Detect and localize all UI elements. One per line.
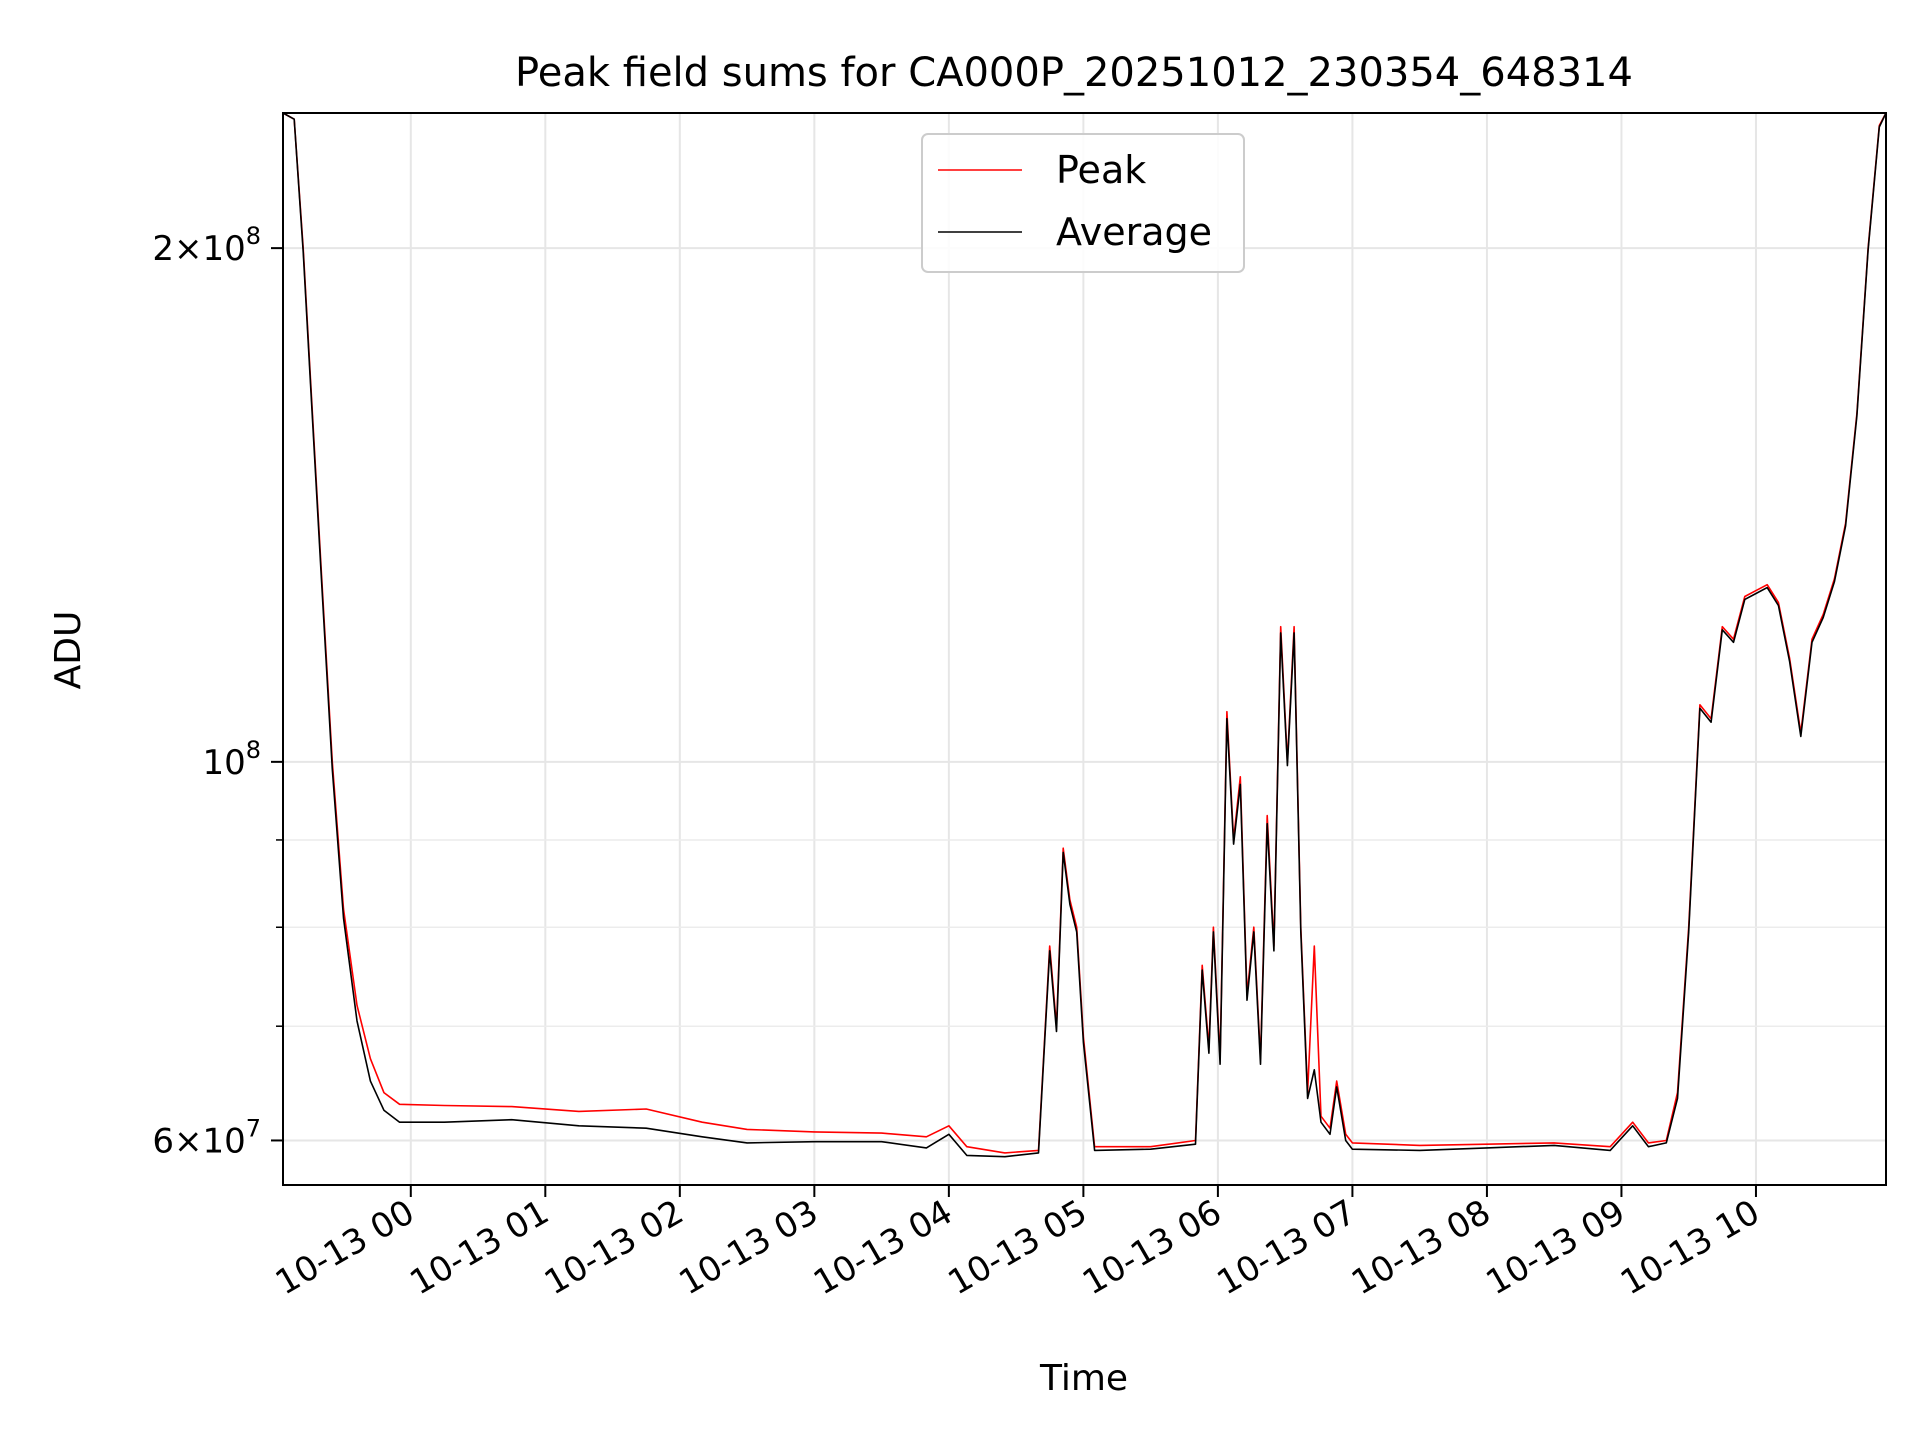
x-tick-label: 10-13 10 — [1614, 1192, 1766, 1303]
series-line-average — [282, 112, 1887, 1158]
grid — [283, 113, 1886, 1185]
y-axis: 6×107 108 2×108 — [152, 222, 283, 1161]
x-tick-label: 10-13 01 — [403, 1192, 555, 1303]
x-tick-label: 10-13 02 — [538, 1192, 690, 1303]
x-tick-label: 10-13 06 — [1076, 1192, 1228, 1303]
x-tick-label: 10-13 05 — [941, 1192, 1093, 1303]
y-tick-label: 2×108 — [152, 222, 261, 269]
y-tick-label: 6×107 — [152, 1114, 261, 1161]
x-tick-label: 10-13 04 — [807, 1192, 959, 1303]
x-tick-label: 10-13 08 — [1345, 1192, 1497, 1303]
x-tick-label: 10-13 07 — [1211, 1192, 1363, 1303]
x-tick-label: 10-13 03 — [672, 1192, 824, 1303]
series-layer — [282, 112, 1887, 1158]
y-tick-label: 108 — [202, 736, 261, 783]
legend: Peak Average — [921, 133, 1245, 273]
x-axis-label: Time — [1039, 1358, 1128, 1399]
legend-label-peak: Peak — [1056, 148, 1146, 192]
legend-box — [921, 133, 1245, 273]
legend-label-average: Average — [1056, 210, 1212, 254]
plot-frame — [282, 112, 1887, 1186]
x-tick-label: 10-13 00 — [269, 1192, 421, 1303]
chart-title: Peak field sums for CA000P_20251012_2303… — [515, 50, 1633, 96]
y-axis-label: ADU — [48, 611, 89, 690]
x-tick-label: 10-13 09 — [1480, 1192, 1632, 1303]
